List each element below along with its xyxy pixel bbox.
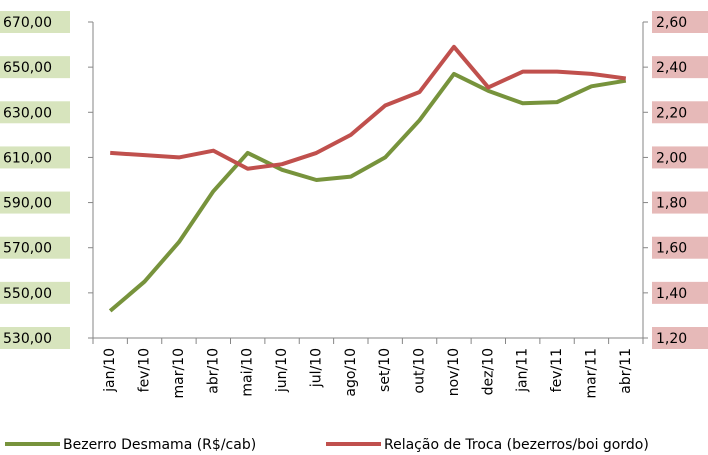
- y-tick-label: 630,00: [3, 105, 52, 121]
- y-tick-label: 530,00: [3, 331, 52, 347]
- x-tick-label: abr/11: [618, 348, 634, 394]
- y-tick-label: 570,00: [3, 241, 52, 257]
- tick-label-bg: [652, 236, 708, 259]
- legend-label: Bezerro Desmama (R$/cab): [63, 437, 256, 453]
- y2-tick-label: 1,80: [656, 196, 687, 212]
- x-tick-label: dez/10: [480, 348, 496, 395]
- y-tick-label: 650,00: [3, 60, 52, 76]
- x-tick-label: jun/10: [274, 348, 290, 393]
- tick-label-bg: [0, 281, 70, 304]
- tick-label-bg: [652, 191, 708, 214]
- x-tick-label: out/10: [412, 348, 428, 393]
- x-tick-label: abr/10: [205, 348, 221, 394]
- y2-tick-label: 1,60: [656, 241, 687, 257]
- tick-label-bg: [652, 11, 708, 33]
- tick-label-bg: [0, 191, 70, 214]
- tick-label-bg: [652, 146, 708, 169]
- y-tick-label: 670,00: [3, 15, 52, 31]
- x-tick-label: mai/10: [240, 348, 256, 397]
- tick-label-bg: [0, 56, 70, 79]
- y2-tick-label: 1,40: [656, 286, 687, 302]
- tick-label-bg: [652, 327, 708, 349]
- tick-label-bg: [0, 236, 70, 259]
- y2-tick-label: 1,20: [656, 331, 687, 347]
- series-line: [108, 71, 627, 313]
- y-tick-label: 590,00: [3, 196, 52, 212]
- x-tick-label: jan/10: [102, 348, 118, 393]
- y2-tick-label: 2,40: [656, 60, 687, 76]
- x-tick-label: jan/11: [515, 348, 531, 393]
- tick-label-bg: [0, 146, 70, 169]
- series-line: [110, 44, 627, 171]
- tick-label-bg: [652, 281, 708, 304]
- y-tick-label: 610,00: [3, 150, 52, 166]
- y-tick-label: 550,00: [3, 286, 52, 302]
- tick-label-bg: [652, 56, 708, 79]
- tick-label-bg: [0, 327, 70, 349]
- x-tick-label: mar/11: [583, 348, 599, 399]
- y2-tick-label: 2,20: [656, 105, 687, 121]
- tick-label-bg: [0, 101, 70, 124]
- x-tick-label: fev/10: [137, 348, 153, 392]
- tick-label-bg: [0, 11, 70, 33]
- x-tick-label: set/10: [377, 348, 393, 392]
- x-tick-label: mar/10: [171, 348, 187, 399]
- x-tick-label: jul/10: [308, 348, 324, 388]
- y2-tick-label: 2,60: [656, 15, 687, 31]
- x-tick-label: fev/11: [549, 348, 565, 392]
- tick-label-bg: [652, 101, 708, 124]
- x-tick-label: nov/10: [446, 348, 462, 396]
- x-tick-label: ago/10: [343, 348, 359, 397]
- y2-tick-label: 2,00: [656, 150, 687, 166]
- legend-label: Relação de Troca (bezerros/boi gordo): [384, 437, 649, 453]
